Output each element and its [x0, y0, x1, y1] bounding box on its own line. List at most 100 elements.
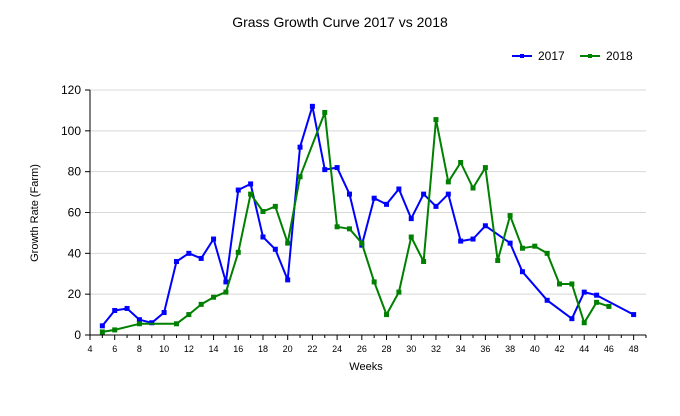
data-point-2018-wk46	[606, 303, 612, 309]
data-point-2017-wk32	[433, 203, 439, 209]
data-point-2018-wk43	[569, 281, 575, 287]
data-point-2017-wk43	[569, 316, 575, 322]
data-point-2018-wk30	[408, 234, 414, 240]
data-point-2017-wk19	[272, 246, 278, 252]
x-tick-label-46: 46	[604, 344, 614, 354]
data-point-2018-wk33	[445, 179, 451, 185]
data-point-2017-wk25	[346, 191, 352, 197]
data-point-2017-wk48	[631, 312, 637, 318]
x-tick-label-20: 20	[283, 344, 293, 354]
data-point-2017-wk39	[519, 269, 525, 275]
data-point-2018-wk29	[396, 289, 402, 295]
data-point-2017-wk28	[384, 201, 390, 207]
y-axis-title: Growth Rate (Farm)	[29, 164, 41, 262]
x-tick-label-6: 6	[112, 344, 117, 354]
data-point-2017-wk8	[136, 317, 142, 323]
data-point-2018-wk41	[544, 250, 550, 256]
x-tick-label-14: 14	[209, 344, 219, 354]
legend-item-2018[interactable]: 2018	[580, 49, 633, 63]
data-point-2018-wk25	[346, 226, 352, 232]
data-point-2017-wk30	[408, 216, 414, 222]
data-point-2018-wk6	[112, 327, 118, 333]
data-point-2018-wk16	[235, 249, 241, 255]
x-tick-label-38: 38	[505, 344, 515, 354]
x-tick-label-16: 16	[233, 344, 243, 354]
data-point-2018-wk34	[458, 159, 464, 165]
data-point-2017-wk44	[581, 289, 587, 295]
legend-label-2018: 2018	[606, 49, 633, 63]
data-point-2018-wk18	[260, 208, 266, 214]
x-tick-label-10: 10	[159, 344, 169, 354]
data-point-2018-wk36	[482, 165, 488, 171]
legend-marker-2018	[588, 54, 592, 58]
data-point-2017-wk20	[285, 277, 291, 283]
x-tick-label-12: 12	[184, 344, 194, 354]
legend: 2017 2018	[512, 49, 633, 63]
x-tick-label-30: 30	[406, 344, 416, 354]
data-point-2018-wk15	[223, 289, 229, 295]
x-axis-title: Weeks	[349, 361, 383, 373]
data-point-2018-wk14	[211, 294, 217, 300]
data-point-2017-wk18	[260, 234, 266, 240]
data-point-2017-wk24	[334, 165, 340, 171]
data-point-2017-wk21	[297, 144, 303, 150]
data-point-2018-wk17	[248, 191, 254, 197]
x-tick-label-22: 22	[307, 344, 317, 354]
series-group	[99, 103, 637, 335]
data-point-2017-wk15	[223, 279, 229, 285]
data-point-2018-wk39	[519, 245, 525, 251]
data-point-2017-wk5	[99, 323, 105, 329]
gridlines	[90, 89, 646, 295]
y-tick-label-60: 60	[68, 206, 82, 220]
data-point-2017-wk16	[235, 187, 241, 193]
chart-title: Grass Growth Curve 2017 vs 2018	[232, 14, 448, 30]
data-point-2018-wk12	[186, 312, 192, 318]
data-point-2017-wk10	[161, 310, 167, 316]
data-point-2018-wk42	[557, 281, 563, 287]
data-point-2018-wk44	[581, 320, 587, 326]
x-tick-label-28: 28	[382, 344, 392, 354]
data-point-2018-wk24	[334, 224, 340, 230]
x-tick-label-36: 36	[480, 344, 490, 354]
x-tick-label-40: 40	[530, 344, 540, 354]
y-tick-label-80: 80	[68, 165, 82, 179]
data-point-2017-wk36	[482, 223, 488, 229]
data-point-2017-wk6	[112, 308, 118, 313]
data-point-2018-wk37	[495, 257, 501, 263]
x-tick-label-24: 24	[332, 344, 342, 354]
data-point-2017-wk35	[470, 236, 476, 242]
x-tick-label-48: 48	[629, 344, 639, 354]
data-point-2018-wk40	[532, 243, 538, 249]
data-point-2017-wk23	[322, 167, 328, 173]
data-point-2018-wk11	[173, 321, 179, 327]
data-point-2018-wk13	[198, 301, 204, 307]
data-point-2018-wk21	[297, 174, 303, 180]
data-point-2017-wk27	[371, 195, 377, 201]
data-point-2018-wk32	[433, 117, 439, 123]
x-tick-label-4: 4	[87, 344, 92, 354]
legend-label-2017: 2017	[538, 49, 565, 63]
data-point-2017-wk13	[198, 255, 204, 261]
data-point-2018-wk27	[371, 279, 377, 285]
data-point-2017-wk14	[211, 236, 217, 242]
y-tick-label-40: 40	[68, 246, 82, 260]
series-line-2017	[101, 105, 635, 327]
series-2017	[99, 103, 637, 329]
data-point-2018-wk5	[99, 329, 105, 335]
data-point-2018-wk19	[272, 203, 278, 209]
data-point-2018-wk31	[421, 259, 427, 264]
x-tick-label-34: 34	[456, 344, 466, 354]
x-tick-label-42: 42	[555, 344, 565, 354]
x-tick-label-26: 26	[357, 344, 367, 354]
series-2018	[99, 109, 612, 335]
data-point-2018-wk26	[359, 240, 365, 246]
data-point-2017-wk7	[124, 305, 130, 311]
data-point-2018-wk28	[384, 312, 390, 318]
data-point-2018-wk20	[285, 240, 291, 246]
data-point-2017-wk41	[544, 297, 550, 303]
x-tick-label-32: 32	[431, 344, 441, 354]
legend-item-2017[interactable]: 2017	[512, 49, 565, 63]
data-point-2017-wk38	[507, 240, 513, 246]
data-point-2017-wk12	[186, 250, 192, 256]
data-point-2018-wk38	[507, 213, 513, 219]
